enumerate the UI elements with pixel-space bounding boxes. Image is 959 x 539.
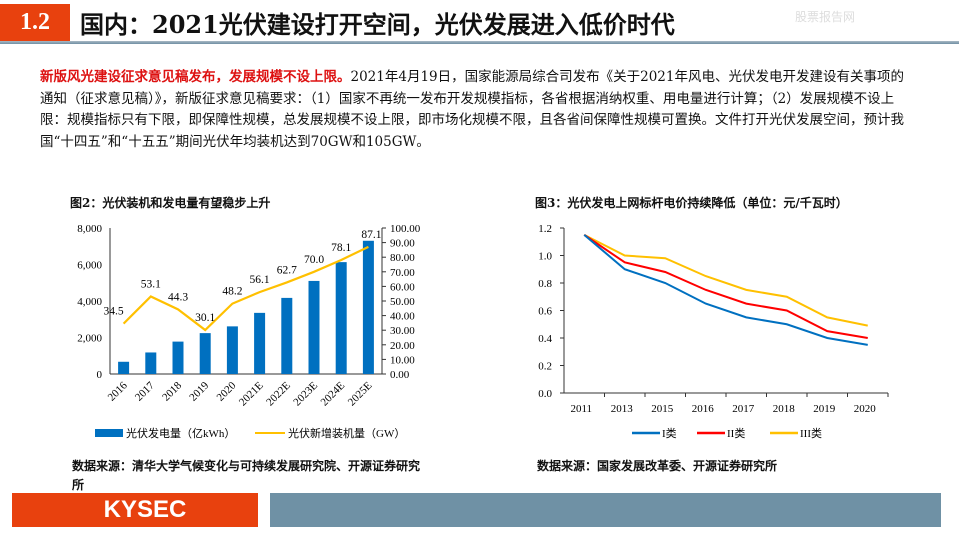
footer-bar — [270, 493, 941, 527]
x-tick-label: 2011 — [570, 403, 592, 415]
x-tick-label: 2019 — [813, 403, 836, 415]
chart2-title: 图3：光伏发电上网标杆电价持续降低（单位：元/千瓦时） — [535, 196, 848, 210]
data-label: 56.1 — [250, 274, 270, 286]
paragraph-highlight: 新版风光建设征求意见稿发布，发展规模不设上限。 — [40, 69, 351, 85]
bar — [362, 240, 374, 374]
right-tick-label: 80.00 — [390, 252, 415, 264]
x-tick-label: 2017 — [133, 379, 157, 403]
line-series-2 — [583, 233, 868, 327]
chart1-source: 数据来源：清华大学气候变化与可持续发展研究院、开源证券研究所 — [72, 459, 421, 492]
bar — [335, 262, 347, 374]
kysec-logo: KYSEC — [12, 493, 258, 527]
data-label: 87.1 — [361, 229, 381, 241]
chart2-line: 0.0 0.2 0.4 0.6 0.8 1.0 1.2 2011 2013 2015 2016 201… — [538, 223, 889, 440]
data-label: 48.2 — [222, 286, 242, 298]
bar — [254, 312, 266, 374]
x-tick-label: 2023E — [291, 379, 320, 408]
data-label: 78.1 — [331, 242, 351, 254]
left-tick-label: 0 — [97, 369, 103, 381]
right-tick-label: 50.00 — [390, 296, 415, 308]
left-tick-label: 6,000 — [77, 260, 102, 272]
x-tick-label: 2017 — [732, 403, 755, 415]
x-tick-label: 2013 — [611, 403, 634, 415]
legend-label: I类 — [662, 426, 677, 440]
line-series-1 — [583, 234, 868, 339]
section-number: 1.2 — [0, 4, 70, 41]
chart1-combo: 0 2,000 4,000 6,000 8,000 0.00 10.00 20.00 30.00… — [77, 223, 421, 440]
line-series-0 — [583, 234, 868, 346]
left-tick-label: 8,000 — [77, 223, 102, 235]
data-label: 53.1 — [141, 278, 161, 290]
legend-label: III类 — [800, 426, 822, 440]
legend-label: II类 — [727, 426, 745, 440]
y-tick-label: 0.0 — [538, 388, 552, 400]
legend-bar-label: 光伏发电量（亿kWh） — [126, 426, 235, 440]
chart1-title: 图2：光伏装机和发电量有望稳步上升 — [70, 196, 271, 210]
y-tick-label: 0.4 — [538, 333, 552, 345]
x-tick-label: 2022E — [264, 379, 293, 408]
right-tick-label: 60.00 — [390, 281, 415, 293]
x-tick-label: 2019 — [187, 379, 211, 403]
right-tick-label: 90.00 — [390, 238, 415, 250]
data-label: 70.0 — [304, 254, 324, 266]
y-tick-label: 0.6 — [538, 306, 552, 318]
chart2-source: 数据来源：国家发展改革委、开源证券研究所 — [537, 459, 778, 473]
right-tick-label: 70.00 — [390, 267, 415, 279]
y-tick-label: 0.2 — [538, 361, 552, 373]
paragraph-body: 2021年4月19日，国家能源局综合司发布《关于2021年风电、光伏发电开发建设… — [40, 69, 904, 150]
legend-bar-swatch — [95, 429, 123, 437]
left-tick-label: 4,000 — [77, 296, 102, 308]
x-tick-label: 2015 — [651, 403, 674, 415]
right-tick-label: 30.00 — [390, 325, 415, 337]
right-tick-label: 10.00 — [390, 354, 415, 366]
x-tick-label: 2024E — [319, 379, 348, 408]
bar — [172, 341, 184, 374]
bar — [199, 333, 211, 374]
data-label: 62.7 — [277, 264, 297, 276]
x-tick-label: 2016 — [106, 379, 130, 403]
bar — [308, 280, 320, 374]
right-tick-label: 40.00 — [390, 311, 415, 323]
x-tick-label: 2020 — [214, 379, 238, 403]
right-tick-label: 0.00 — [390, 369, 410, 381]
x-tick-label: 2016 — [692, 403, 715, 415]
bar — [226, 326, 238, 374]
right-tick-label: 100.00 — [390, 223, 421, 235]
x-tick-label: 2025E — [346, 379, 375, 408]
x-tick-label: 2018 — [160, 379, 184, 403]
data-label: 30.1 — [195, 312, 215, 324]
bar — [281, 297, 293, 374]
bar — [145, 352, 157, 374]
bar — [118, 361, 130, 374]
data-label: 34.5 — [104, 306, 124, 318]
y-tick-label: 1.2 — [538, 223, 552, 235]
left-tick-label: 2,000 — [77, 333, 102, 345]
right-tick-label: 20.00 — [390, 340, 415, 352]
y-tick-label: 0.8 — [538, 278, 552, 290]
summary-paragraph: 新版风光建设征求意见稿发布，发展规模不设上限。2021年4月19日，国家能源局综… — [40, 67, 915, 153]
x-tick-label: 2021E — [237, 379, 266, 408]
watermark: 股票报告网 — [795, 10, 856, 24]
y-tick-label: 1.0 — [538, 251, 552, 263]
x-tick-label: 2020 — [854, 403, 877, 415]
page-title: 国内：2021光伏建设打开空间，光伏发展进入低价时代 — [80, 10, 675, 39]
title-divider — [0, 41, 959, 44]
x-tick-label: 2018 — [773, 403, 796, 415]
legend-line-label: 光伏新增装机量（GW） — [288, 426, 405, 440]
line-series — [122, 245, 369, 332]
data-label: 44.3 — [168, 291, 188, 303]
